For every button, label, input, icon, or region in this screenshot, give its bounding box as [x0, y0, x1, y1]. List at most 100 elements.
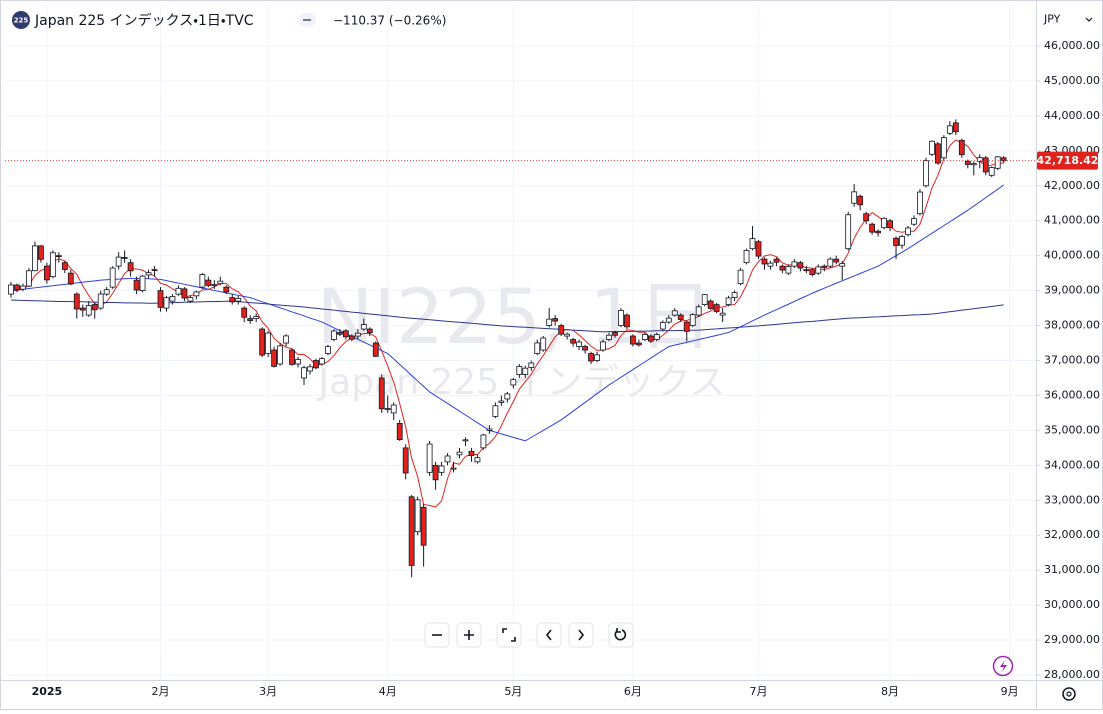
y-tick-label: 42,000.00 — [1044, 179, 1100, 192]
candle-body — [8, 284, 14, 295]
candle-body — [271, 349, 278, 367]
candle-body — [779, 265, 786, 271]
candle-body — [325, 346, 331, 354]
candle-body — [67, 272, 74, 285]
symbol-badge-text: 225 — [14, 17, 29, 25]
moving-average-line — [10, 299, 1004, 333]
candle-body — [157, 290, 164, 308]
candle-body — [390, 404, 397, 414]
candle-body — [917, 191, 923, 215]
candle-body — [773, 258, 780, 263]
candle-body — [935, 143, 941, 164]
candle-body — [145, 272, 152, 276]
price-change: −110.37 (−0.26%) — [333, 14, 446, 28]
candle-body — [49, 252, 56, 278]
y-tick-label: 28,000.00 — [1044, 668, 1100, 681]
y-tick-label: 39,000.00 — [1044, 284, 1100, 297]
settings-button[interactable] — [1062, 687, 1076, 701]
scroll-right-button[interactable] — [568, 622, 594, 648]
candle-body — [815, 266, 822, 274]
candle-body — [600, 341, 606, 351]
candle-body — [713, 304, 720, 312]
y-tick-label: 44,000.00 — [1044, 109, 1100, 122]
candle-body — [456, 451, 463, 456]
candle-body — [707, 300, 714, 309]
y-tick-label: 46,000.00 — [1044, 39, 1100, 52]
candle-body — [809, 269, 816, 275]
candle-body — [558, 325, 565, 335]
candle-body — [743, 249, 750, 264]
reset-chart-button[interactable] — [608, 622, 634, 648]
candle-body — [247, 318, 254, 321]
candle-body — [905, 227, 911, 236]
candle-body — [336, 332, 343, 335]
candle-body — [636, 342, 642, 346]
reset-scale-icon — [502, 628, 516, 642]
candle-body — [283, 335, 289, 344]
candle-body — [360, 324, 367, 330]
candle-body — [504, 393, 511, 400]
candle-body — [845, 214, 852, 250]
candle-body — [582, 346, 588, 351]
candle-body — [719, 312, 726, 316]
x-tick-label: 8月 — [881, 685, 899, 698]
candle-body — [725, 297, 732, 305]
y-tick-label: 38,000.00 — [1044, 319, 1100, 332]
candle-body — [755, 241, 762, 257]
candle-body — [851, 191, 858, 204]
candle-body — [952, 122, 959, 133]
candle-body — [641, 333, 648, 340]
last-price-label: 42,718.42 — [1037, 154, 1099, 167]
y-tick-label: 41,000.00 — [1044, 214, 1100, 227]
scroll-left-button[interactable] — [536, 622, 562, 648]
candle-body — [289, 349, 295, 365]
candle-body — [576, 341, 582, 347]
candle-body — [384, 408, 391, 410]
candle-body — [205, 279, 212, 286]
candle-body — [211, 284, 218, 286]
grid — [5, 5, 1036, 680]
candle-body — [193, 291, 200, 297]
candle-body — [366, 328, 373, 333]
candle-body — [785, 266, 792, 274]
candle-body — [295, 359, 301, 365]
candle-body — [115, 256, 122, 267]
candle-body — [85, 305, 92, 316]
candle-body — [821, 265, 828, 268]
candle-body — [737, 269, 744, 285]
chart-title: Japan 225 インデックス・1日・TVC — [34, 12, 254, 29]
candle-body — [277, 345, 284, 365]
candle-body — [43, 265, 50, 281]
candle-body — [594, 354, 600, 361]
candle-body — [647, 335, 654, 342]
candle-body — [253, 316, 260, 319]
candle-body — [767, 262, 774, 267]
candle-body — [187, 297, 194, 302]
candle-body — [378, 377, 385, 410]
candle-body — [988, 167, 995, 176]
x-tick-label: 6月 — [624, 685, 642, 698]
reset-scale-button[interactable] — [496, 622, 522, 648]
candle-body — [797, 262, 804, 269]
candle-body — [564, 333, 571, 337]
candle-body — [474, 457, 481, 463]
candle-body — [313, 360, 319, 369]
candle-body — [588, 353, 594, 362]
candle-body — [839, 263, 846, 267]
candle-body — [169, 296, 176, 302]
candle-body — [624, 314, 630, 328]
x-tick-label: 4月 — [379, 685, 397, 698]
candle-body — [522, 367, 529, 375]
candle-body — [1000, 157, 1007, 162]
candle-body — [976, 157, 983, 162]
scroll-right-icon — [578, 629, 585, 641]
candle-body — [803, 269, 810, 272]
candle-body — [701, 294, 708, 305]
currency-selector[interactable] — [1038, 8, 1098, 30]
candle-body — [653, 334, 660, 340]
candle-body — [749, 238, 756, 250]
candle-body — [32, 245, 38, 272]
